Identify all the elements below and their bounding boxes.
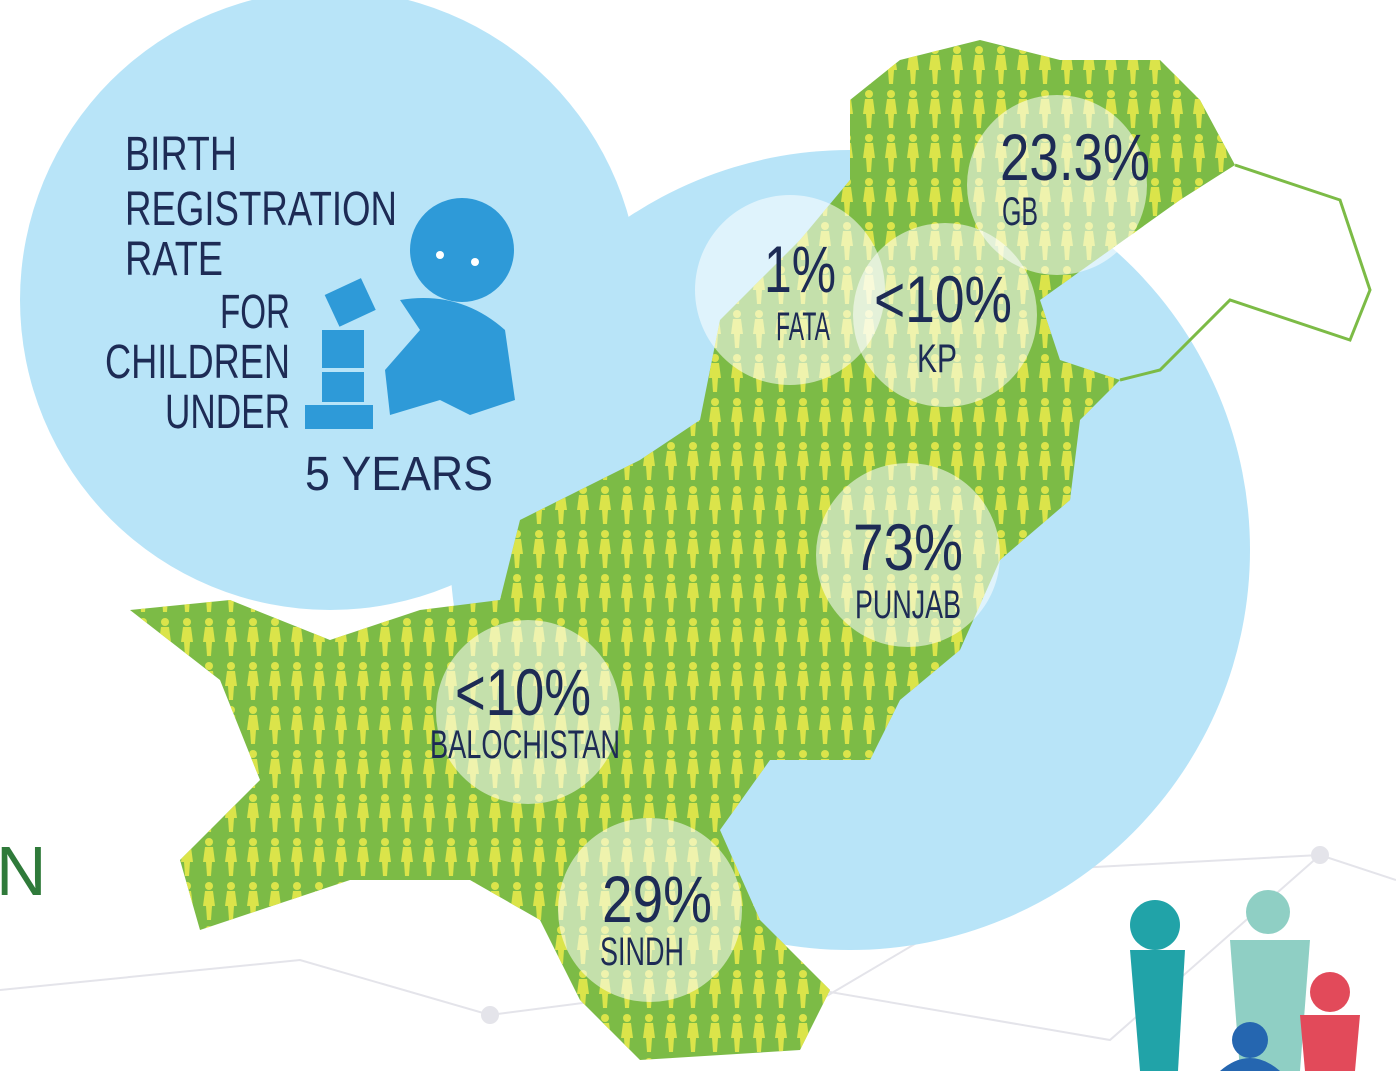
- region-name: SINDH: [600, 930, 684, 974]
- region-rate: 23.3%: [1000, 120, 1150, 194]
- baby-icon: [305, 198, 515, 429]
- family-logo: [1130, 890, 1360, 1071]
- region-bubble: [558, 818, 742, 1002]
- region-name: BALOCHISTAN: [430, 723, 620, 767]
- region-bubble: [816, 463, 1000, 647]
- region-bubble: [695, 195, 885, 385]
- title-years: 5 YEARS: [305, 448, 493, 501]
- title-line: CHILDREN: [105, 336, 290, 389]
- region-name: PUNJAB: [855, 583, 961, 627]
- side-text: N: [0, 832, 47, 910]
- title-line: FOR: [220, 286, 290, 339]
- region-rate: 1%: [764, 232, 836, 306]
- region-bubble: [853, 223, 1037, 407]
- region-rate: <10%: [874, 262, 1012, 336]
- region-bubble: [436, 620, 620, 804]
- region-rate: 29%: [602, 862, 712, 936]
- title-line: BIRTH: [125, 128, 237, 181]
- region-name: KP: [917, 337, 957, 381]
- region-rate: <10%: [455, 655, 591, 729]
- regions: 23.3%GB1%FATA <10%KP73%PUNJAB<10%BALOCHIS…: [430, 95, 1150, 1002]
- kashmir-border: [1119, 163, 1372, 382]
- region-rate: 73%: [853, 510, 963, 584]
- title-line: RATE: [125, 233, 223, 286]
- title-line: UNDER: [165, 386, 290, 439]
- title-line: REGISTRATION: [125, 183, 397, 236]
- region-name: FATA: [776, 305, 830, 349]
- region-name: GB: [1002, 190, 1038, 234]
- region-bubble: [967, 95, 1147, 275]
